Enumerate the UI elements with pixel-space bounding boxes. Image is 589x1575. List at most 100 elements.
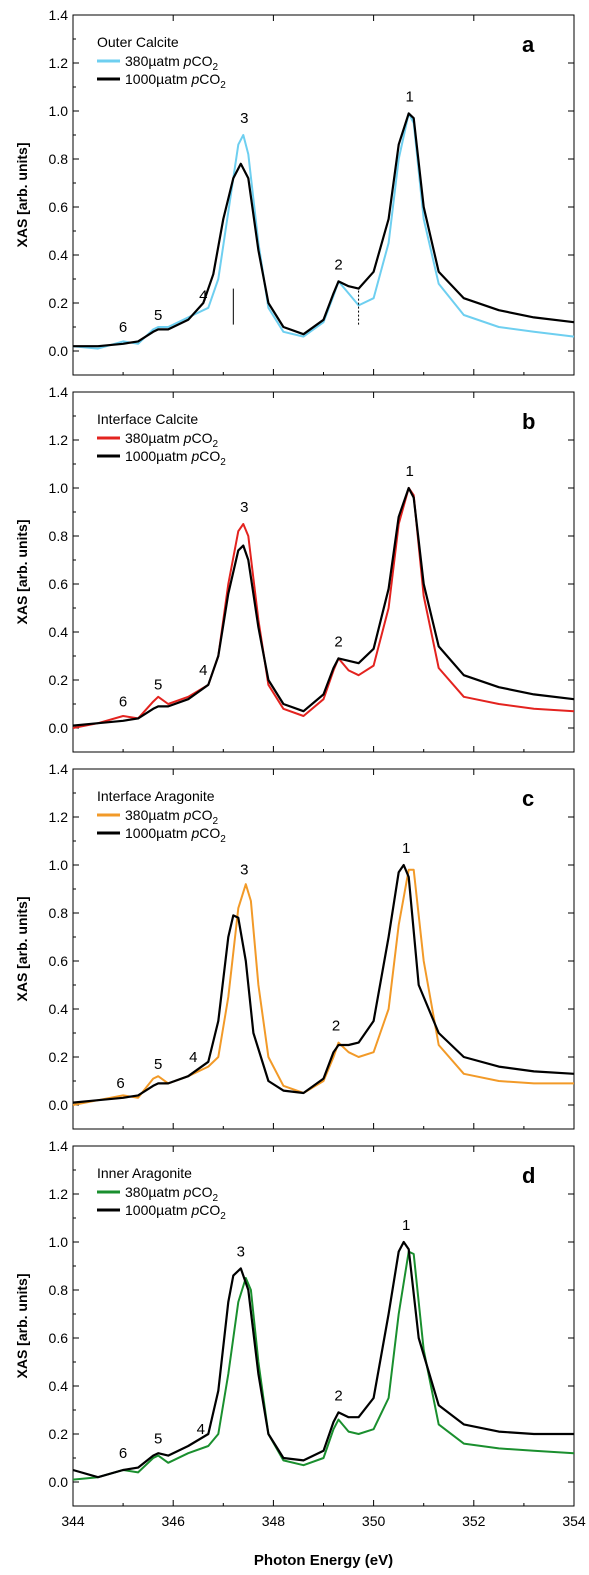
peak-label: 5 <box>154 1431 162 1448</box>
y-tick-label: 1.4 <box>49 1138 69 1154</box>
series-line-1000 <box>72 1240 574 1479</box>
y-tick-label: 1.2 <box>49 809 69 825</box>
y-tick-label: 0.2 <box>49 1426 69 1442</box>
panel-letter: c <box>522 786 534 811</box>
y-tick-label: 0.8 <box>49 905 69 921</box>
peak-label: 2 <box>334 633 342 650</box>
legend-entry-label: 380µatm pCO2 <box>125 807 218 827</box>
x-tick-label: 344 <box>61 1513 85 1529</box>
series-line-1000 <box>72 486 575 727</box>
y-tick-label: 1.0 <box>49 480 69 496</box>
y-tick-label: 1.2 <box>49 432 69 448</box>
legend: Interface Aragonite 380µatm pCO21000µatm … <box>97 788 226 845</box>
y-tick-label: 0.4 <box>49 1001 69 1017</box>
y-tick-label: 0.0 <box>49 720 69 736</box>
y-tick-label: 1.2 <box>49 55 69 71</box>
series-line-1000 <box>72 863 575 1104</box>
legend-title: Interface Calcite <box>97 411 198 427</box>
peak-label: 4 <box>199 662 207 679</box>
legend-title: Inner Aragonite <box>97 1165 192 1181</box>
x-tick-label: 350 <box>362 1513 386 1529</box>
peak-label: 1 <box>406 88 414 105</box>
y-tick-label: 1.0 <box>49 103 69 119</box>
y-tick-label: 0.6 <box>49 199 69 215</box>
peak-label: 6 <box>119 693 127 710</box>
panel-b: 0.0 0.2 0.4 0.6 0.8 1.0 1.2 1.4 XAS [arb. units]… <box>14 384 575 753</box>
y-tick-label: 0.8 <box>49 1282 69 1298</box>
y-tick-label: 1.0 <box>49 1234 69 1250</box>
legend-entry-label: 1000µatm pCO2 <box>125 71 226 91</box>
y-tick-label: 1.4 <box>49 384 69 400</box>
y-tick-label: 0.2 <box>49 672 69 688</box>
panel-letter: a <box>522 32 535 57</box>
x-tick-label: 346 <box>162 1513 186 1529</box>
panel-letter: d <box>522 1163 535 1188</box>
legend-entry-label: 1000µatm pCO2 <box>125 1202 226 1222</box>
plot-frame <box>72 768 575 1130</box>
x-tick-label: 354 <box>562 1513 586 1529</box>
y-tick-label: 0.2 <box>49 295 69 311</box>
y-tick-label: 0.4 <box>49 247 69 263</box>
peak-label: 5 <box>154 1056 162 1073</box>
y-tick-label: 1.4 <box>49 761 69 777</box>
y-axis-label: XAS [arb. units] <box>14 519 30 624</box>
panel-a: 0.0 0.2 0.4 0.6 0.8 1.0 1.2 1.4 XAS [arb. units]… <box>14 7 575 376</box>
peak-label: 5 <box>154 307 162 324</box>
y-tick-label: 0.0 <box>49 1474 69 1490</box>
y-tick-label: 0.4 <box>49 1378 69 1394</box>
peak-label: 5 <box>154 677 162 694</box>
legend-title: Outer Calcite <box>97 34 179 50</box>
panel-letter: b <box>522 409 535 434</box>
y-tick-label: 1.0 <box>49 857 69 873</box>
y-axis-label: XAS [arb. units] <box>14 896 30 1001</box>
y-tick-label: 0.8 <box>49 528 69 544</box>
y-tick-label: 1.2 <box>49 1186 69 1202</box>
series-line-1000 <box>73 112 575 348</box>
x-tick-label: 348 <box>262 1513 286 1529</box>
peak-label: 2 <box>334 1387 342 1404</box>
x-axis-label: Photon Energy (eV) <box>254 1552 393 1569</box>
peak-label: 1 <box>402 1217 410 1234</box>
peak-label: 3 <box>237 1243 245 1260</box>
y-tick-label: 0.4 <box>49 624 69 640</box>
peak-label: 3 <box>240 862 248 879</box>
legend-entry-label: 1000µatm pCO2 <box>125 825 226 845</box>
legend-entry-label: 380µatm pCO2 <box>125 1184 218 1204</box>
peak-label: 1 <box>402 840 410 857</box>
series-line-380 <box>72 868 574 1106</box>
peak-label: 2 <box>332 1018 340 1035</box>
y-axis-label: XAS [arb. units] <box>14 142 30 247</box>
peak-label: 6 <box>119 1445 127 1462</box>
peak-label: 6 <box>119 319 127 336</box>
series-line-380 <box>72 112 575 350</box>
panel-c: 0.0 0.2 0.4 0.6 0.8 1.0 1.2 1.4 XAS [arb. units]… <box>14 761 575 1130</box>
peak-label: 4 <box>189 1049 197 1066</box>
peak-label: 1 <box>406 463 414 480</box>
peak-label: 2 <box>334 256 342 273</box>
y-tick-label: 0.6 <box>49 953 69 969</box>
peak-label: 3 <box>240 499 248 516</box>
y-tick-label: 0.6 <box>49 576 69 592</box>
y-axis-label: XAS [arb. units] <box>14 1273 30 1378</box>
series-line-380 <box>72 1250 575 1481</box>
y-tick-label: 0.0 <box>49 343 69 359</box>
y-tick-label: 0.0 <box>49 1097 69 1113</box>
y-tick-label: 0.2 <box>49 1049 69 1065</box>
peak-label: 6 <box>116 1075 124 1092</box>
peak-label: 4 <box>199 288 207 305</box>
y-tick-label: 0.8 <box>49 151 69 167</box>
x-tick-label: 352 <box>462 1513 486 1529</box>
legend-entry-label: 1000µatm pCO2 <box>125 448 226 468</box>
legend-entry-label: 380µatm pCO2 <box>125 430 218 450</box>
y-tick-label: 1.4 <box>49 7 69 23</box>
y-tick-label: 0.6 <box>49 1330 69 1346</box>
peak-label: 3 <box>240 110 248 127</box>
peak-label: 4 <box>197 1421 205 1438</box>
legend-entry-label: 380µatm pCO2 <box>125 53 218 73</box>
legend-title: Interface Aragonite <box>97 788 215 804</box>
